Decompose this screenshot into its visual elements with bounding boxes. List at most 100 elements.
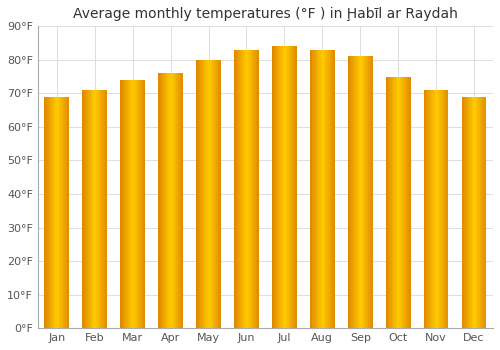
Title: Average monthly temperatures (°F ) in Ḩabīl ar Raydah: Average monthly temperatures (°F ) in Ḩa… (73, 7, 458, 21)
Bar (239, 50, 240, 328)
Bar (323, 50, 324, 328)
Bar (294, 47, 295, 328)
Bar (46, 97, 47, 328)
Bar (202, 60, 203, 328)
Bar (388, 77, 389, 328)
Bar (51, 97, 52, 328)
Bar (89, 90, 90, 328)
Bar (442, 90, 444, 328)
Bar (62, 97, 64, 328)
Bar (480, 97, 482, 328)
Bar (468, 97, 469, 328)
Bar (398, 77, 399, 328)
Bar (332, 50, 333, 328)
Bar (66, 97, 68, 328)
Bar (215, 60, 216, 328)
Bar (348, 56, 349, 328)
Bar (56, 97, 57, 328)
Bar (390, 77, 391, 328)
Bar (47, 97, 48, 328)
Bar (312, 50, 314, 328)
Bar (82, 90, 107, 328)
Bar (353, 56, 354, 328)
Bar (166, 73, 168, 328)
Bar (238, 50, 239, 328)
Bar (364, 56, 365, 328)
Bar (208, 60, 210, 328)
Bar (462, 97, 464, 328)
Bar (172, 73, 173, 328)
Bar (258, 50, 259, 328)
Bar (176, 73, 177, 328)
Bar (476, 97, 478, 328)
Bar (234, 50, 235, 328)
Bar (168, 73, 169, 328)
Bar (482, 97, 483, 328)
Bar (471, 97, 472, 328)
Bar (273, 47, 274, 328)
Bar (234, 50, 259, 328)
Bar (177, 73, 178, 328)
Bar (86, 90, 88, 328)
Bar (137, 80, 138, 328)
Bar (82, 90, 83, 328)
Bar (196, 60, 197, 328)
Bar (214, 60, 215, 328)
Bar (169, 73, 170, 328)
Bar (256, 50, 257, 328)
Bar (318, 50, 319, 328)
Bar (178, 73, 179, 328)
Bar (138, 80, 139, 328)
Bar (54, 97, 55, 328)
Bar (319, 50, 320, 328)
Bar (430, 90, 431, 328)
Bar (274, 47, 276, 328)
Bar (68, 97, 69, 328)
Bar (348, 56, 372, 328)
Bar (142, 80, 144, 328)
Bar (254, 50, 256, 328)
Bar (485, 97, 486, 328)
Bar (128, 80, 130, 328)
Bar (55, 97, 56, 328)
Bar (61, 97, 62, 328)
Bar (329, 50, 330, 328)
Bar (391, 77, 392, 328)
Bar (182, 73, 183, 328)
Bar (102, 90, 103, 328)
Bar (58, 97, 59, 328)
Bar (474, 97, 475, 328)
Bar (349, 56, 350, 328)
Bar (140, 80, 141, 328)
Bar (60, 97, 61, 328)
Bar (285, 47, 286, 328)
Bar (200, 60, 201, 328)
Bar (120, 80, 145, 328)
Bar (250, 50, 252, 328)
Bar (280, 47, 281, 328)
Bar (281, 47, 282, 328)
Bar (446, 90, 447, 328)
Bar (424, 90, 426, 328)
Bar (180, 73, 182, 328)
Bar (123, 80, 124, 328)
Bar (164, 73, 165, 328)
Bar (44, 97, 46, 328)
Bar (252, 50, 253, 328)
Bar (127, 80, 128, 328)
Bar (333, 50, 334, 328)
Bar (368, 56, 370, 328)
Bar (124, 80, 126, 328)
Bar (277, 47, 278, 328)
Bar (358, 56, 360, 328)
Bar (206, 60, 207, 328)
Bar (207, 60, 208, 328)
Bar (290, 47, 291, 328)
Bar (134, 80, 135, 328)
Bar (433, 90, 434, 328)
Bar (324, 50, 325, 328)
Bar (479, 97, 480, 328)
Bar (97, 90, 98, 328)
Bar (131, 80, 132, 328)
Bar (431, 90, 432, 328)
